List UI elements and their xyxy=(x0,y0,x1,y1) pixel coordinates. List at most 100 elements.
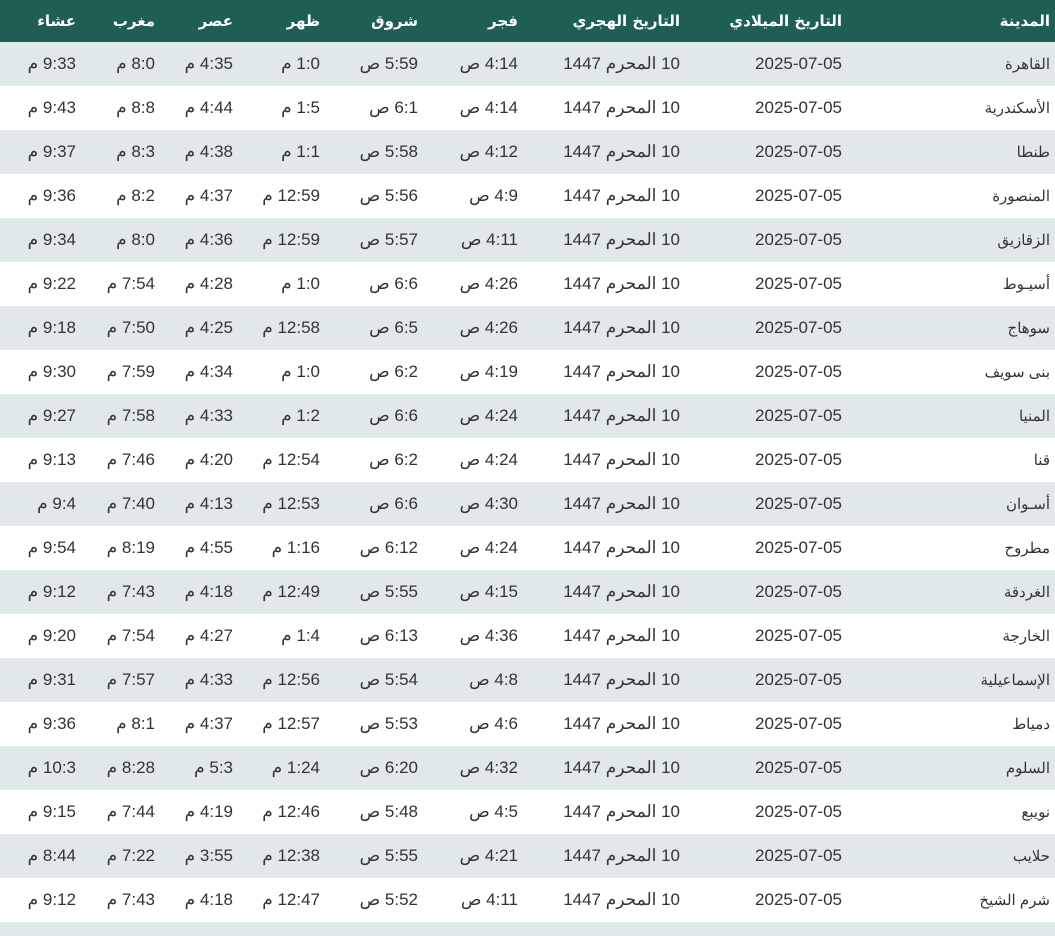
cell-asr: 4:20 م xyxy=(184,450,233,469)
table-row-partial xyxy=(0,922,1055,936)
table-row: الإسماعيلية 2025-07-05 10 المحرم 1447 4:8 ص… xyxy=(0,658,1055,702)
cell-hijri-date: 10 المحرم 1447 xyxy=(563,186,680,205)
cell-maghrib: 7:44 م xyxy=(106,802,155,821)
cell-city: الأسكندرية xyxy=(984,100,1050,117)
cell-asr: 4:37 م xyxy=(184,714,233,733)
cell-city: نويبع xyxy=(1021,804,1050,821)
cell-isha: 9:4 م xyxy=(37,494,76,513)
cell-city: القاهرة xyxy=(1005,56,1050,73)
cell-fajr: 4:11 ص xyxy=(460,890,518,909)
cell-asr: 4:33 م xyxy=(184,670,233,689)
cell-maghrib: 7:54 م xyxy=(106,274,155,293)
table-row: السلوم 2025-07-05 10 المحرم 1447 4:32 ص 6:20… xyxy=(0,746,1055,790)
cell-dhuhr: 12:58 م xyxy=(262,318,320,337)
cell-gregorian-date: 2025-07-05 xyxy=(755,538,842,557)
table-row: الخارجة 2025-07-05 10 المحرم 1447 4:36 ص 6:1… xyxy=(0,614,1055,658)
cell-gregorian-date: 2025-07-05 xyxy=(755,54,842,73)
cell-asr: 4:44 م xyxy=(184,98,233,117)
cell-isha: 9:31 م xyxy=(27,670,76,689)
cell-asr: 4:37 م xyxy=(184,186,233,205)
cell-gregorian-date: 2025-07-05 xyxy=(755,142,842,161)
header-city: المدينة xyxy=(999,12,1050,30)
cell-city: المنيا xyxy=(1018,408,1050,425)
cell-isha: 9:20 م xyxy=(27,626,76,645)
cell-gregorian-date: 2025-07-05 xyxy=(755,230,842,249)
cell-fajr: 4:30 ص xyxy=(459,494,518,513)
cell-asr: 4:33 م xyxy=(184,406,233,425)
cell-isha: 9:27 م xyxy=(27,406,76,425)
cell-gregorian-date: 2025-07-05 xyxy=(755,318,842,337)
cell-asr: 4:27 م xyxy=(184,626,233,645)
cell-shuruq: 6:1 ص xyxy=(369,98,418,117)
cell-empty xyxy=(0,922,1055,936)
cell-maghrib: 8:2 م xyxy=(116,186,155,205)
cell-fajr: 4:24 ص xyxy=(459,450,518,469)
cell-shuruq: 6:6 ص xyxy=(369,406,418,425)
table-row: شرم الشيخ 2025-07-05 10 المحرم 1447 4:11 ص 5… xyxy=(0,878,1055,922)
header-shuruq: شروق xyxy=(371,12,418,30)
cell-dhuhr: 12:59 م xyxy=(262,186,320,205)
cell-fajr: 4:12 ص xyxy=(459,142,518,161)
cell-hijri-date: 10 المحرم 1447 xyxy=(563,406,680,425)
header-maghrib: مغرب xyxy=(112,12,155,30)
cell-isha: 8:44 م xyxy=(27,846,76,865)
cell-hijri-date: 10 المحرم 1447 xyxy=(563,230,680,249)
cell-isha: 9:36 م xyxy=(27,186,76,205)
cell-dhuhr: 12:56 م xyxy=(262,670,320,689)
cell-fajr: 4:8 ص xyxy=(469,670,518,689)
cell-fajr: 4:24 ص xyxy=(459,406,518,425)
cell-city: مطروح xyxy=(1004,540,1050,557)
cell-maghrib: 8:8 م xyxy=(116,98,155,117)
cell-shuruq: 5:58 ص xyxy=(359,142,418,161)
table-row: نويبع 2025-07-05 10 المحرم 1447 4:5 ص 5:48 ص… xyxy=(0,790,1055,834)
cell-hijri-date: 10 المحرم 1447 xyxy=(563,802,680,821)
cell-isha: 9:37 م xyxy=(27,142,76,161)
cell-dhuhr: 1:4 م xyxy=(281,626,320,645)
cell-city: حلايب xyxy=(1012,848,1050,865)
cell-shuruq: 5:55 ص xyxy=(359,846,418,865)
cell-isha: 9:18 م xyxy=(27,318,76,337)
cell-dhuhr: 1:0 م xyxy=(281,54,320,73)
cell-shuruq: 5:54 ص xyxy=(359,670,418,689)
cell-city: المنصورة xyxy=(992,188,1050,205)
cell-maghrib: 8:0 م xyxy=(116,230,155,249)
cell-dhuhr: 12:38 م xyxy=(262,846,320,865)
cell-hijri-date: 10 المحرم 1447 xyxy=(563,670,680,689)
cell-fajr: 4:19 ص xyxy=(459,362,518,381)
cell-maghrib: 7:43 م xyxy=(106,582,155,601)
cell-asr: 4:19 م xyxy=(184,802,233,821)
cell-gregorian-date: 2025-07-05 xyxy=(755,626,842,645)
cell-city: سوهاج xyxy=(1007,320,1050,337)
cell-maghrib: 8:28 م xyxy=(106,758,155,777)
cell-hijri-date: 10 المحرم 1447 xyxy=(563,450,680,469)
table-row: القاهرة 2025-07-05 10 المحرم 1447 4:14 ص 5:5… xyxy=(0,42,1055,86)
table-row: أسـوان 2025-07-05 10 المحرم 1447 4:30 ص 6:6 … xyxy=(0,482,1055,526)
cell-dhuhr: 1:5 م xyxy=(281,98,320,117)
cell-shuruq: 5:53 ص xyxy=(359,714,418,733)
table-row: مطروح 2025-07-05 10 المحرم 1447 4:24 ص 6:12 … xyxy=(0,526,1055,570)
table-row: حلايب 2025-07-05 10 المحرم 1447 4:21 ص 5:55 … xyxy=(0,834,1055,878)
cell-maghrib: 8:19 م xyxy=(106,538,155,557)
cell-city: أسيـوط xyxy=(1002,276,1050,293)
cell-hijri-date: 10 المحرم 1447 xyxy=(563,890,680,909)
cell-isha: 9:12 م xyxy=(27,890,76,909)
cell-city: الخارجة xyxy=(1002,628,1050,645)
table-row: دمياط 2025-07-05 10 المحرم 1447 4:6 ص 5:53 ص… xyxy=(0,702,1055,746)
cell-maghrib: 7:57 م xyxy=(106,670,155,689)
cell-asr: 4:18 م xyxy=(184,890,233,909)
cell-fajr: 4:14 ص xyxy=(459,98,518,117)
cell-hijri-date: 10 المحرم 1447 xyxy=(563,846,680,865)
cell-city: الزقازيق xyxy=(997,232,1050,249)
cell-gregorian-date: 2025-07-05 xyxy=(755,890,842,909)
cell-shuruq: 6:5 ص xyxy=(369,318,418,337)
cell-maghrib: 7:22 م xyxy=(106,846,155,865)
cell-gregorian-date: 2025-07-05 xyxy=(755,758,842,777)
cell-fajr: 4:9 ص xyxy=(469,186,518,205)
cell-maghrib: 8:1 م xyxy=(116,714,155,733)
cell-shuruq: 6:2 ص xyxy=(369,362,418,381)
cell-gregorian-date: 2025-07-05 xyxy=(755,406,842,425)
cell-fajr: 4:24 ص xyxy=(459,538,518,557)
cell-maghrib: 7:50 م xyxy=(106,318,155,337)
cell-shuruq: 5:52 ص xyxy=(359,890,418,909)
